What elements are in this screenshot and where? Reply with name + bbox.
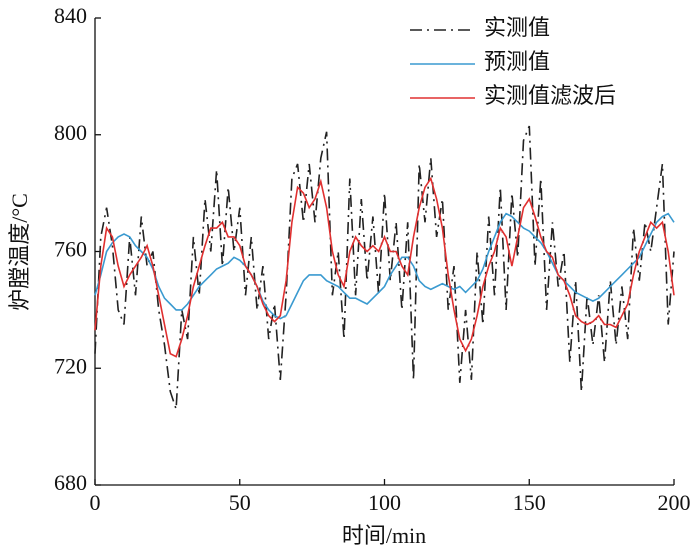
y-axis-label: 炉膛温度/°C xyxy=(7,193,32,311)
series-line xyxy=(94,125,675,410)
legend-label: 实测值滤波后 xyxy=(484,83,616,108)
y-tick-label: 760 xyxy=(54,237,87,262)
x-tick-label: 0 xyxy=(90,490,101,515)
y-tick-label: 680 xyxy=(54,470,87,495)
x-tick-label: 50 xyxy=(229,490,251,515)
x-tick-label: 100 xyxy=(368,490,401,515)
x-axis-label: 时间/min xyxy=(342,523,426,548)
legend-label: 实测值 xyxy=(484,15,550,40)
y-tick-label: 840 xyxy=(54,3,87,28)
legend-label: 预测值 xyxy=(484,49,550,74)
x-tick-label: 150 xyxy=(513,490,546,515)
x-tick-label: 200 xyxy=(658,490,691,515)
series-line xyxy=(94,176,675,358)
y-tick-label: 800 xyxy=(54,120,87,145)
y-tick-label: 720 xyxy=(54,353,87,378)
